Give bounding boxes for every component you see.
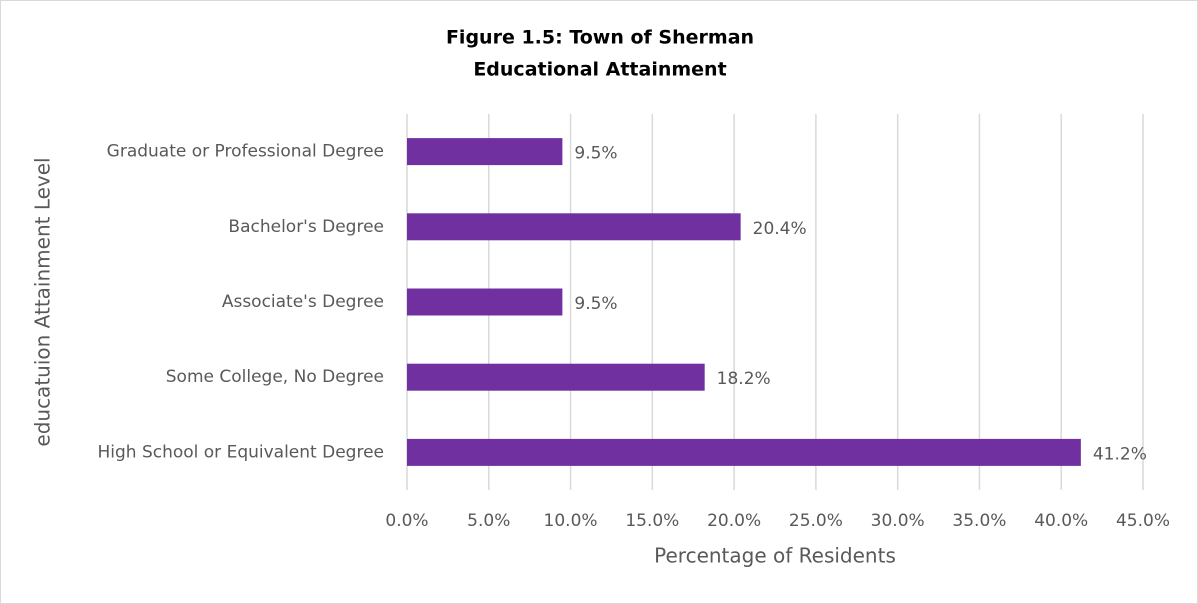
data-label: 18.2% [717,369,771,389]
x-tick-label: 35.0% [952,511,1006,531]
data-label: 9.5% [574,144,617,164]
chart-title: Educational Attainment [473,59,726,81]
bar [407,288,563,316]
data-label: 20.4% [753,219,807,239]
x-tick-label: 40.0% [1034,511,1088,531]
data-label: 41.2% [1093,444,1147,464]
x-axis-title: Percentage of Residents [654,544,896,568]
x-tick-label: 15.0% [625,511,679,531]
y-axis-title: educatuion Attainment Level [31,157,55,446]
bar [407,363,705,391]
x-tick-label: 20.0% [707,511,761,531]
bar [407,213,741,241]
data-label: 9.5% [574,294,617,314]
x-tick-label: 10.0% [544,511,598,531]
y-tick-label: High School or Equivalent Degree [97,442,384,462]
x-tick-label: 45.0% [1116,511,1170,531]
chart-title: Figure 1.5: Town of Sherman [446,27,754,49]
bar [407,138,563,166]
y-tick-label: Some College, No Degree [166,367,384,387]
y-tick-label: Bachelor's Degree [228,217,384,237]
bar [407,438,1081,466]
y-tick-label: Associate's Degree [222,292,384,312]
y-tick-label: Graduate or Professional Degree [107,142,384,162]
x-tick-label: 25.0% [789,511,843,531]
x-tick-label: 5.0% [467,511,510,531]
x-tick-label: 30.0% [871,511,925,531]
x-tick-label: 0.0% [385,511,428,531]
